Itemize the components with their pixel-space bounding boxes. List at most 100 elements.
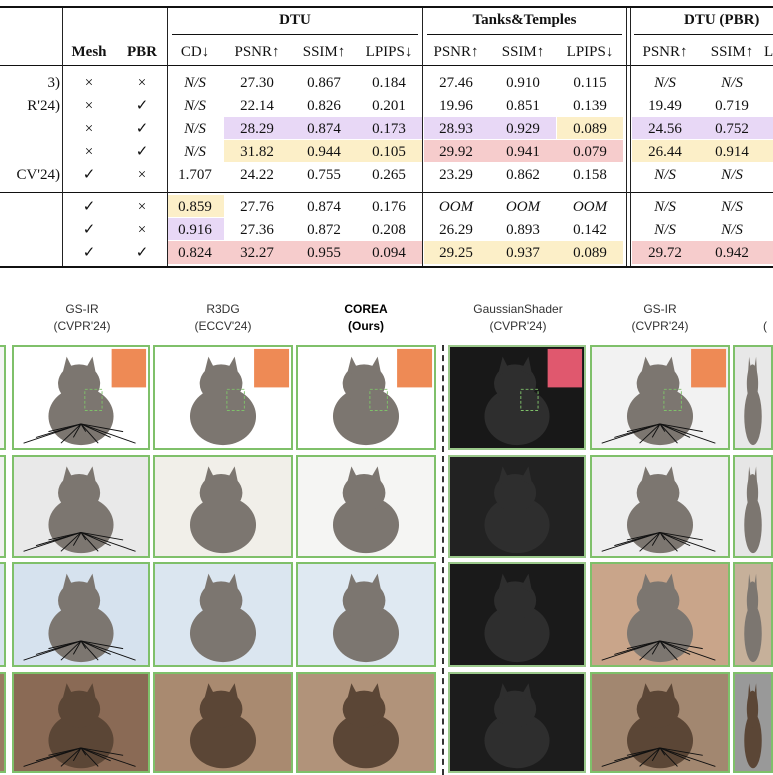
table-cell-pbr: ✓ [135,245,149,261]
table-cell-ssim2: 0.941 [506,144,540,160]
group-underline [427,34,622,35]
table-cell-cd: N/S [184,75,206,91]
table-cell-psnr3: N/S [654,222,676,238]
table-cell-psnr3: N/S [654,167,676,183]
group-header-tanks: Tanks&Temples [472,12,577,28]
render-thumbnail [448,345,586,450]
table-cell-psnr2: 23.29 [439,167,473,183]
col-divider [626,8,627,266]
top-rule [0,6,773,8]
col-header-psnr: PSNR↑ [433,44,479,60]
table-cell-pbr: × [137,167,147,183]
table-cell-ssim1: 0.955 [307,245,341,261]
caption-clipped: ( [763,319,767,333]
table-cell-ssim3: 0.719 [715,98,749,114]
col-header-cd: CD↓ [180,44,210,60]
table-cell-psnr1: 31.82 [240,144,274,160]
table-cell-cd: 0.824 [178,245,212,261]
table-cell-ssim1: 0.826 [307,98,341,114]
table-cell-lpips2: 0.089 [573,245,607,261]
table-cell-ssim1: 0.944 [307,144,341,160]
table-cell-ssim1: 0.874 [307,121,341,137]
table-cell-lpips1: 0.184 [372,75,406,91]
table-cell-lpips2: 0.079 [573,144,607,160]
render-thumbnail [733,562,773,667]
render-thumbnail [590,455,730,558]
table-cell-mesh: ✓ [82,167,96,183]
table-cell-pbr: × [137,199,147,215]
table-cell-cd: 0.916 [178,222,212,238]
col-divider [62,8,63,266]
table-cell-psnr1: 32.27 [240,245,274,261]
highlight-third [168,218,224,240]
table-cell-ssim2: 0.851 [506,98,540,114]
render-thumbnail [296,562,436,667]
col-header-psnr: PSNR↑ [642,44,688,60]
table-cell-psnr3: 29.72 [648,245,682,261]
results-table: DTU Tanks&Temples DTU (PBR) Mesh PBR CD↓… [0,0,773,280]
header-rule [0,65,773,66]
group-underline [172,34,418,35]
table-cell-lpips1: 0.173 [372,121,406,137]
render-thumbnail [12,345,150,450]
table-cell-ssim3: 0.942 [715,245,749,261]
row-label: CV'24) [16,167,60,183]
table-cell-cd: 0.859 [178,199,212,215]
table-cell-psnr2: 19.96 [439,98,473,114]
table-cell-mesh: × [84,121,94,137]
table-cell-psnr3: 19.49 [648,98,682,114]
table-cell-ssim3: 0.752 [715,121,749,137]
table-cell-ssim2: 0.862 [506,167,540,183]
table-cell-lpips2: 0.115 [573,75,607,91]
render-thumbnail [0,455,6,558]
highlight-second [168,195,224,217]
table-cell-psnr2: 29.92 [439,144,473,160]
col-header-ssim: SSIM↑ [302,44,346,60]
table-cell-psnr1: 28.29 [240,121,274,137]
row-label: 3) [47,75,61,91]
table-cell-psnr2: 28.93 [439,121,473,137]
table-cell-psnr3: 26.44 [648,144,682,160]
table-cell-ssim1: 0.755 [307,167,341,183]
table-cell-mesh: × [84,144,94,160]
table-cell-lpips2: 0.139 [573,98,607,114]
row-label: R'24) [27,98,60,114]
table-cell-psnr2: 27.46 [439,75,473,91]
table-cell-ssim3: N/S [721,222,743,238]
table-cell-psnr3: N/S [654,75,676,91]
qualitative-figure: GS-IR (CVPR'24) R3DG (ECCV'24) COREA (Ours)… [0,290,773,775]
table-cell-lpips1: 0.201 [372,98,406,114]
col-header-ssim: SSIM↑ [710,44,754,60]
group-header-dtu-pbr: DTU (PBR) [684,12,760,28]
highlight-third [224,117,422,139]
table-cell-lpips2: 0.089 [573,121,607,137]
render-thumbnail [12,455,150,558]
caption-gs-ir-2: GS-IR (CVPR'24) [631,302,689,333]
table-cell-cd: N/S [184,121,206,137]
table-cell-ssim3: N/S [721,167,743,183]
caption-gaussianshader: GaussianShader (CVPR'24) [473,302,563,333]
highlight-second [224,140,422,162]
table-cell-psnr1: 24.22 [240,167,274,183]
table-cell-psnr3: N/S [654,199,676,215]
table-cell-ssim2: 0.910 [506,75,540,91]
table-cell-lpips1: 0.105 [372,144,406,160]
method-separator [442,345,444,775]
table-cell-pbr: × [137,75,147,91]
table-cell-lpips1: 0.176 [372,199,406,215]
highlight-best [632,241,773,264]
render-thumbnail [296,672,436,773]
col-header-pbr: PBR [127,44,157,60]
table-cell-ssim1: 0.867 [307,75,341,91]
table-cell-mesh: ✓ [82,222,96,238]
highlight-second [632,140,773,162]
table-cell-psnr1: 27.76 [240,199,274,215]
render-thumbnail [153,672,293,773]
render-thumbnail [590,562,730,667]
table-cell-ssim1: 0.874 [307,199,341,215]
render-thumbnail [590,672,730,773]
highlight-second [557,117,623,139]
render-thumbnail [733,455,773,558]
render-thumbnail [0,672,6,773]
col-divider [422,8,423,266]
